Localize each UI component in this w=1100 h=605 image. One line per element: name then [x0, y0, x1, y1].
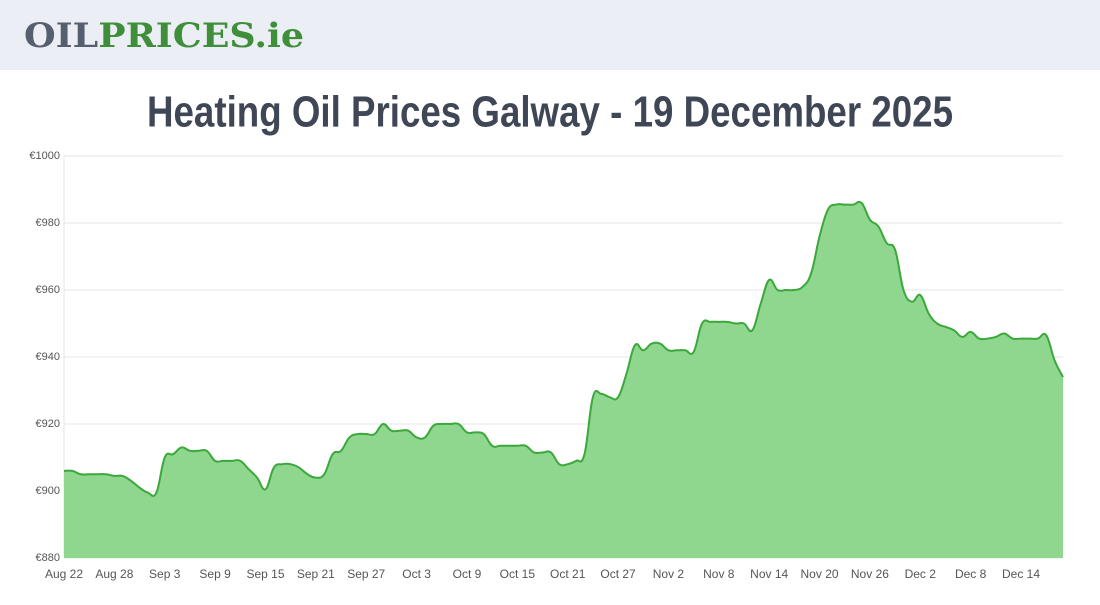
y-tick-label: €900	[36, 485, 60, 497]
y-tick-label: €1000	[29, 150, 60, 162]
x-tick-label: Nov 20	[801, 567, 839, 581]
y-tick-label: €880	[36, 552, 60, 564]
x-tick-label: Oct 21	[550, 567, 586, 581]
x-tick-label: Oct 27	[600, 567, 636, 581]
logo[interactable]: OIL PRICES.ie	[24, 16, 304, 56]
x-tick-label: Nov 2	[653, 567, 685, 581]
y-tick-label: €980	[36, 217, 60, 229]
x-tick-label: Aug 22	[45, 567, 83, 581]
x-tick-label: Sep 27	[347, 567, 385, 581]
x-tick-label: Oct 15	[500, 567, 536, 581]
logo-green[interactable]: PRICES.ie	[98, 16, 304, 56]
x-tick-label: Oct 3	[402, 567, 431, 581]
price-line	[63, 200, 1064, 498]
x-tick-label: Nov 8	[703, 567, 735, 581]
x-tick-label: Sep 3	[149, 567, 181, 581]
x-tick-label: Oct 9	[453, 567, 482, 581]
logo-gray[interactable]: OIL	[24, 16, 98, 56]
x-tick-label: Aug 28	[95, 567, 133, 581]
x-tick-label: Dec 2	[905, 567, 937, 581]
area-fill	[64, 201, 1063, 559]
x-tick-label: Nov 14	[750, 567, 788, 581]
x-tick-label: Dec 14	[1002, 567, 1040, 581]
x-tick-label: Sep 9	[199, 567, 231, 581]
header-bar	[0, 0, 1100, 70]
x-tick-label: Sep 15	[246, 567, 284, 581]
x-tick-label: Nov 26	[851, 567, 889, 581]
y-tick-label: €940	[36, 351, 60, 363]
x-tick-label: Dec 8	[955, 567, 987, 581]
y-tick-label: €920	[36, 418, 60, 430]
chart-title: Heating Oil Prices Galway - 19 December …	[147, 88, 953, 137]
x-tick-label: Sep 21	[297, 567, 335, 581]
y-tick-label: €960	[36, 284, 60, 296]
